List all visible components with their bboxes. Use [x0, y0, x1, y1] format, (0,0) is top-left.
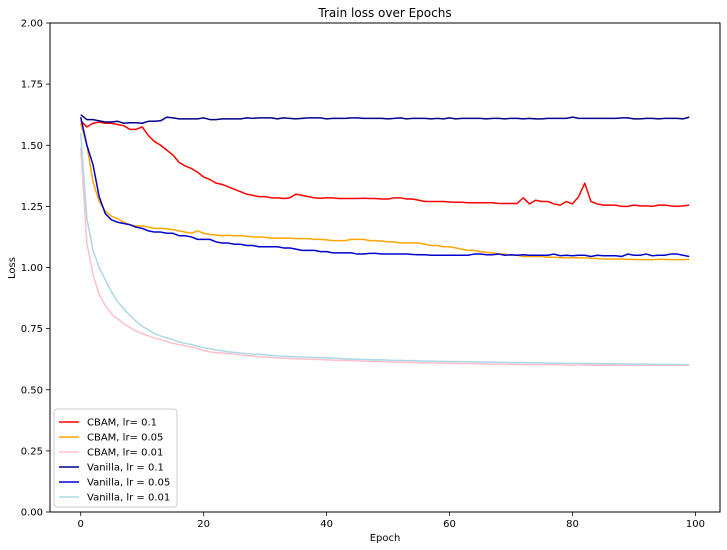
legend-label-1: CBAM, lr= 0.05: [87, 433, 163, 444]
legend: CBAM, lr= 0.1 CBAM, lr= 0.05 CBAM, lr= 0.0…: [53, 408, 178, 508]
plot-frame: [49, 22, 721, 513]
series-line-3: [80, 114, 690, 124]
series-line-0: [80, 120, 690, 208]
legend-label-4: Vanilla, lr = 0.05: [87, 478, 170, 489]
y-tick-label: 2.00: [21, 19, 43, 30]
series-line-4: [79, 116, 690, 258]
legend-label-0: CBAM, lr= 0.1: [87, 418, 157, 429]
legend-label-3: Vanilla, lr = 0.1: [87, 463, 164, 474]
y-tick-label: 0.75: [21, 324, 43, 335]
y-tick-label: 1.00: [21, 263, 43, 274]
y-tick-label: 0.25: [21, 446, 43, 457]
y-axis-ticks: 0.00 0.25 0.50 0.75 1.00 1.25 1.50 1.75 2.00: [21, 19, 50, 519]
y-tick-label: 1.25: [21, 202, 43, 213]
legend-box: [53, 408, 178, 508]
x-axis-ticks: 0 20 40 60 80 100: [78, 512, 705, 530]
series-line-5: [79, 132, 690, 366]
series-lines: [79, 114, 690, 367]
y-tick-label: 0.00: [21, 508, 43, 519]
series-line-1: [80, 123, 690, 261]
x-axis-label: Epoch: [370, 533, 401, 544]
x-tick-label: 40: [320, 519, 333, 530]
x-tick-label: 20: [197, 519, 210, 530]
y-tick-label: 0.50: [21, 385, 43, 396]
x-tick-label: 80: [566, 519, 579, 530]
y-axis-label: Loss: [7, 257, 18, 279]
chart-title: Train loss over Epochs: [317, 6, 451, 20]
legend-label-5: Vanilla, lr = 0.01: [87, 493, 170, 504]
x-tick-label: 0: [78, 519, 84, 530]
x-tick-label: 60: [443, 519, 456, 530]
x-tick-label: 100: [686, 519, 705, 530]
y-tick-label: 1.50: [21, 141, 43, 152]
y-tick-label: 1.75: [21, 80, 43, 91]
legend-label-2: CBAM, lr= 0.01: [87, 448, 163, 459]
series-line-2: [79, 147, 690, 367]
